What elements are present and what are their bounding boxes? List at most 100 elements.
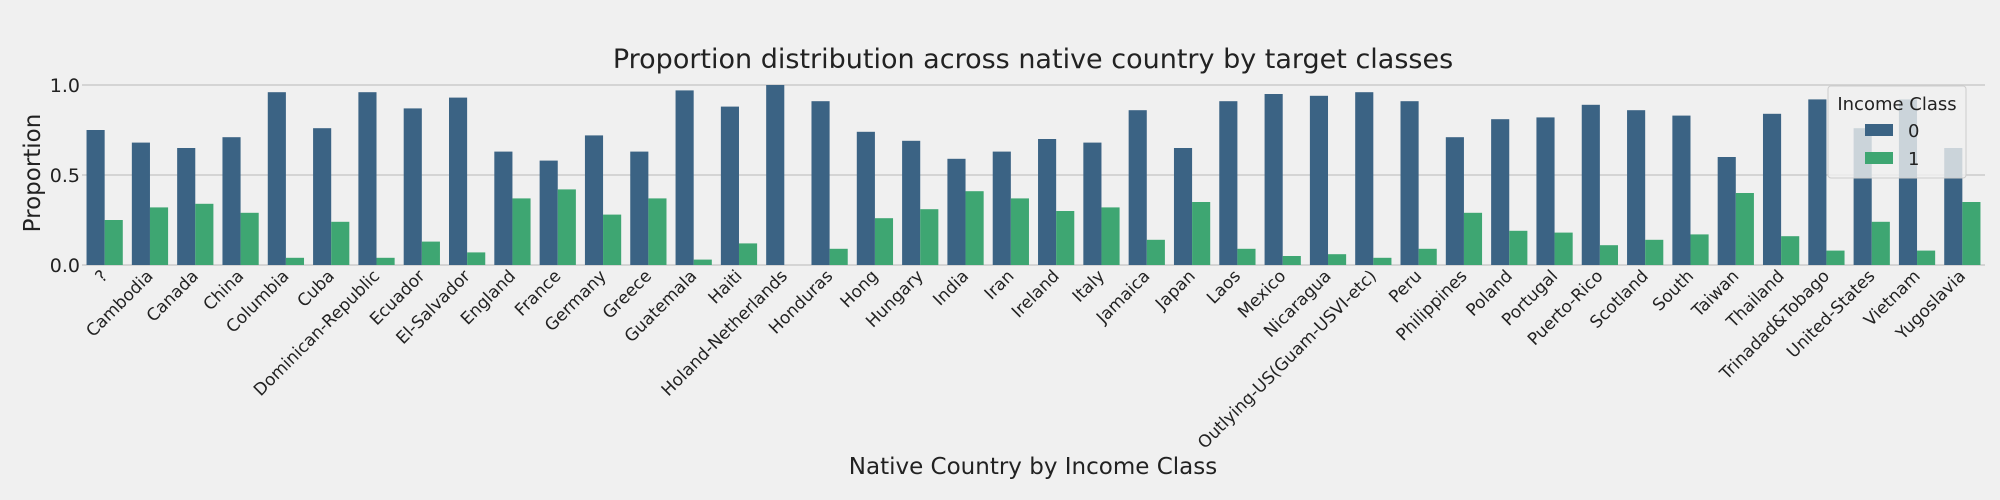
bar-yugoslavia-class-1 [1962,202,1981,265]
bar-philippines-class-1 [1463,212,1483,265]
bar-cambodia-class-0 [131,142,150,265]
x-tick-label: Italy [1069,266,1109,306]
bar-honduras-class-0 [811,101,830,265]
x-tick-label: Peru [1385,266,1426,307]
bar-trinadad-tobago-class-0 [1808,99,1827,266]
bar-el-salvador-class-0 [449,97,468,265]
x-tick-label: ? [92,266,113,287]
bar---class-1 [104,220,123,265]
bar-ireland-class-1 [1056,211,1075,265]
y-tick-label: 1.0 [50,75,80,97]
bar-ecuador-class-1 [421,241,440,265]
bar-peru-class-0 [1400,101,1419,265]
bar-mexico-class-0 [1264,94,1283,265]
bar-japan-class-1 [1192,202,1211,265]
bar-columbia-class-0 [267,92,286,265]
x-axis-label: Native Country by Income Class [849,454,1217,480]
bar---class-0 [86,130,105,265]
x-tick-label: Ireland [1008,266,1064,322]
bar-nicaragua-class-1 [1328,254,1347,265]
bar-columbia-class-1 [285,257,305,265]
y-axis-label: Proportion [20,114,46,233]
bar-united-states-class-1 [1871,221,1890,265]
bar-laos-class-0 [1219,101,1238,265]
bar-cuba-class-1 [331,221,350,265]
bar-portugal-class-0 [1536,117,1555,266]
bar-iran-class-1 [1010,198,1029,265]
bar-south-class-0 [1672,115,1691,265]
bar-hong-class-1 [874,218,894,265]
bar-scotland-class-0 [1627,110,1646,265]
legend: Income Class 0 1 [1827,85,1967,179]
bar-cuba-class-0 [313,128,332,265]
bar-trinadad-tobago-class-1 [1826,250,1845,265]
bar-hungary-class-1 [920,209,939,265]
chart-title: Proportion distribution across native co… [613,44,1453,75]
legend-label-1: 1 [1908,149,1919,170]
legend-box [1827,85,1967,179]
bar-iran-class-0 [992,151,1011,265]
x-tick-label: Laos [1203,266,1245,308]
bar-ireland-class-0 [1038,139,1057,265]
bar-jamaica-class-1 [1146,239,1165,265]
bar-japan-class-0 [1173,148,1193,265]
x-tick-label: Iran [981,266,1019,304]
bar-taiwan-class-1 [1735,193,1754,265]
bar-hong-class-0 [856,131,875,265]
bar-outlying-us-guam-usvi-etc--class-1 [1373,257,1392,265]
bar-cambodia-class-1 [149,207,169,265]
bar-puerto-rico-class-1 [1599,245,1618,265]
bar-germany-class-0 [584,135,604,265]
bar-honduras-class-1 [829,248,848,265]
x-tick-label: Japan [1151,266,1199,314]
bar-italy-class-0 [1083,142,1102,265]
bar-greece-class-1 [648,198,667,265]
bar-scotland-class-1 [1645,239,1664,265]
x-tick-label: Haiti [705,266,747,308]
legend-swatch-0 [1865,124,1893,136]
legend-title: Income Class [1837,94,1956,115]
bar-philippines-class-0 [1445,137,1464,265]
bar-thailand-class-0 [1762,113,1782,265]
bar-canada-class-1 [195,203,214,265]
bar-india-class-0 [947,158,966,265]
x-tick-label: India [929,266,973,310]
bar-thailand-class-1 [1781,236,1800,265]
bar-puerto-rico-class-0 [1581,104,1600,265]
bar-vietnam-class-1 [1917,250,1936,265]
bar-portugal-class-1 [1554,232,1573,265]
bar-nicaragua-class-0 [1309,95,1329,265]
bar-south-class-1 [1690,234,1709,265]
legend-swatch-1 [1865,152,1893,164]
bar-dominican-republic-class-0 [358,92,377,265]
bar-england-class-1 [512,198,531,265]
x-tick-label: Cambodia [83,266,158,341]
bar-haiti-class-1 [738,243,758,265]
bar-france-class-1 [557,189,576,265]
legend-label-0: 0 [1908,121,1919,142]
bar-india-class-1 [965,191,984,265]
bar-jamaica-class-0 [1128,110,1147,265]
bar-italy-class-1 [1101,207,1120,265]
bar-el-salvador-class-1 [467,252,486,265]
bar-greece-class-0 [630,151,649,265]
bar-hungary-class-0 [902,140,921,265]
bar-guatemala-class-0 [675,90,694,266]
bar-china-class-0 [222,137,241,265]
y-tick-label: 0.5 [50,165,80,187]
grid-layer [82,84,1985,266]
bar-ecuador-class-0 [403,108,422,266]
bar-laos-class-1 [1237,248,1256,265]
bar-canada-class-0 [177,148,196,265]
bars-layer [86,85,1981,266]
bar-germany-class-1 [603,214,622,265]
bar-dominican-republic-class-1 [376,257,395,265]
bar-peru-class-1 [1418,248,1437,265]
bar-mexico-class-1 [1282,256,1301,265]
bar-outlying-us-guam-usvi-etc--class-0 [1355,92,1374,265]
bar-poland-class-0 [1491,119,1510,265]
bar-haiti-class-0 [720,106,739,265]
bar-guatemala-class-1 [693,259,712,265]
